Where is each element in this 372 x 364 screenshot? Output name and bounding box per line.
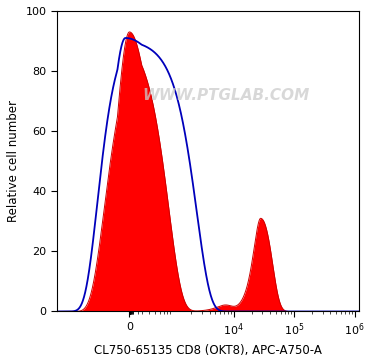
Text: WWW.PTGLAB.COM: WWW.PTGLAB.COM bbox=[142, 88, 310, 103]
X-axis label: CL750-65135 CD8 (OKT8), APC-A750-A: CL750-65135 CD8 (OKT8), APC-A750-A bbox=[94, 344, 322, 357]
Y-axis label: Relative cell number: Relative cell number bbox=[7, 100, 20, 222]
